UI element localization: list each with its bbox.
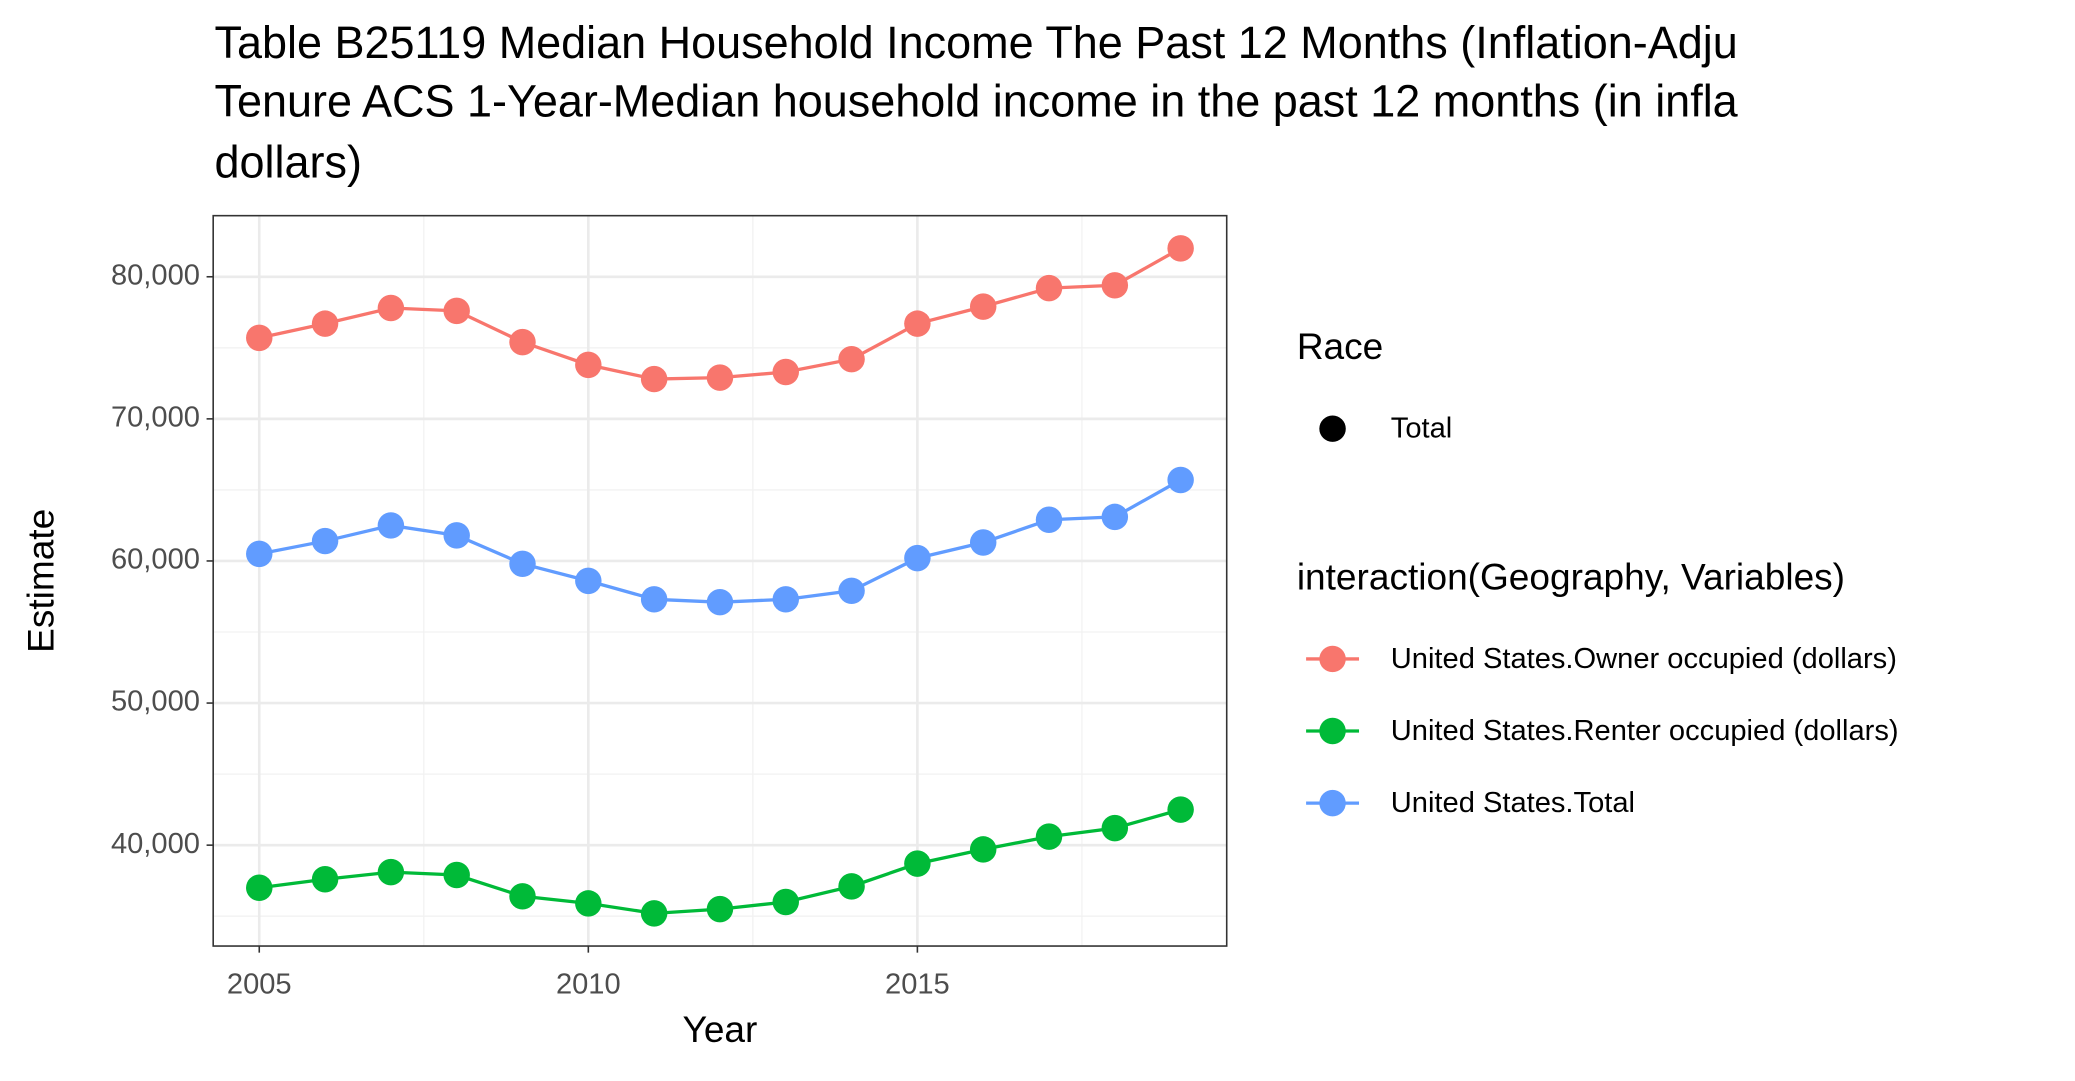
point <box>706 364 734 391</box>
point <box>1101 503 1129 531</box>
chart-title: dollars) <box>215 136 362 187</box>
legend-title: Race <box>1297 325 1383 367</box>
point <box>1035 506 1063 533</box>
x-tick-label: 2015 <box>885 968 950 1000</box>
legend-label: United States.Renter occupied (dollars) <box>1391 715 1899 747</box>
point <box>969 529 997 556</box>
y-tick-label: 80,000 <box>111 259 200 291</box>
y-axis-title: Estimate <box>20 509 62 653</box>
legend-label: United States.Total <box>1391 787 1635 819</box>
legend-key <box>1319 789 1346 817</box>
y-tick-label: 50,000 <box>111 686 200 718</box>
y-tick-label: 40,000 <box>111 828 200 860</box>
point <box>246 540 273 568</box>
legend: Race Total interaction(Geography, Variable… <box>1297 325 1899 819</box>
point <box>377 858 405 886</box>
point <box>838 873 865 900</box>
point <box>509 550 536 578</box>
point <box>706 588 734 616</box>
x-tick-label: 2010 <box>556 968 621 1000</box>
plot-border <box>212 214 1228 947</box>
point <box>246 324 273 352</box>
legend-label: United States.Owner occupied (dollars) <box>1391 643 1897 675</box>
series-line <box>258 478 1182 604</box>
point <box>1167 796 1194 823</box>
point <box>772 358 799 386</box>
legend-key <box>1319 645 1346 673</box>
y-tick-label: 70,000 <box>111 402 200 434</box>
point <box>904 310 931 337</box>
point <box>969 836 997 863</box>
point <box>443 861 470 889</box>
chart-title: Tenure ACS 1-Year-Median household incom… <box>215 75 1739 126</box>
point <box>509 328 536 356</box>
point <box>311 527 339 555</box>
point <box>1167 235 1194 262</box>
point <box>904 544 931 572</box>
point <box>246 874 273 902</box>
point <box>640 365 668 393</box>
point <box>575 567 602 595</box>
point <box>772 888 799 916</box>
point <box>838 577 865 605</box>
point <box>904 850 931 877</box>
point <box>443 522 470 549</box>
x-tick-label: 2005 <box>227 968 292 1000</box>
point <box>640 900 668 927</box>
chart-title: Table B25119 Median Household Income The… <box>215 17 1738 68</box>
point <box>377 294 405 322</box>
point <box>772 586 799 613</box>
point <box>1101 272 1129 299</box>
point <box>969 293 997 320</box>
point <box>640 586 668 613</box>
point <box>575 890 602 917</box>
legend-label: Total <box>1391 413 1452 445</box>
point <box>509 883 536 910</box>
point <box>838 345 865 373</box>
point <box>377 512 405 539</box>
point <box>1035 823 1063 850</box>
point <box>706 895 734 923</box>
plot-area: 40,000 50,000 60,000 70,000 80,000 2005 2010 20… <box>111 214 1228 1000</box>
point <box>1101 814 1129 842</box>
legend-key <box>1319 717 1346 745</box>
point <box>1035 274 1063 302</box>
y-tick-label: 60,000 <box>111 544 200 576</box>
x-axis-title: Year <box>683 1008 758 1050</box>
point <box>1167 466 1194 494</box>
legend-key <box>1319 415 1346 442</box>
point <box>311 866 339 893</box>
point <box>575 351 602 379</box>
point <box>443 297 470 325</box>
point <box>311 310 339 337</box>
legend-title: interaction(Geography, Variables) <box>1297 555 1845 597</box>
